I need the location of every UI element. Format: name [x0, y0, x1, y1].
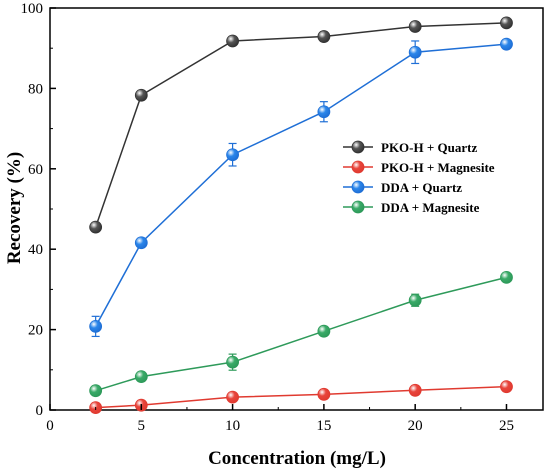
data-point [317, 105, 331, 119]
data-point [89, 384, 103, 398]
x-axis-title: Concentration (mg/L) [208, 448, 386, 469]
plot-area [49, 7, 544, 414]
data-point [500, 380, 513, 394]
data-point [134, 88, 148, 102]
legend-label: DDA + Quartz [381, 180, 462, 195]
y-tick-label: 60 [28, 162, 43, 178]
data-point [317, 387, 331, 401]
data-point [408, 383, 422, 397]
legend-marker [351, 200, 365, 214]
series-pko-h-quartz [89, 16, 513, 234]
data-point [408, 45, 422, 59]
data-point [500, 270, 513, 284]
series-dda-quartz [89, 37, 513, 338]
data-point [317, 324, 331, 338]
x-tick-label: 5 [138, 418, 146, 434]
x-tick-label: 20 [408, 418, 423, 434]
y-tick-label: 100 [21, 1, 44, 17]
data-point [89, 220, 103, 234]
y-axis-title: Recovery (%) [4, 152, 25, 264]
data-point [408, 293, 422, 307]
series-line [94, 43, 507, 327]
data-point [500, 37, 513, 51]
series-pko-h-magnesite [89, 380, 513, 414]
data-point [89, 319, 103, 333]
data-point [500, 16, 513, 30]
data-point [134, 236, 148, 250]
data-point [134, 370, 148, 384]
data-point [226, 148, 239, 162]
x-tick-label: 15 [316, 418, 331, 434]
series-dda-magnesite [89, 270, 513, 398]
x-tick-label: 10 [225, 418, 240, 434]
legend-label: DDA + Magnesite [381, 200, 480, 215]
series-line [95, 385, 507, 409]
data-point [226, 34, 239, 48]
data-point [226, 355, 239, 369]
data-point [317, 30, 331, 43]
series-line [95, 276, 507, 392]
data-point [408, 20, 422, 33]
legend: PKO-H + Quartz PKO-H + Magnesite DDA + Qua… [343, 140, 495, 215]
legend-label: PKO-H + Magnesite [381, 160, 495, 175]
data-point [226, 390, 239, 404]
y-tick-label: 0 [36, 403, 44, 419]
legend-marker [351, 140, 365, 154]
x-tick-label: 0 [46, 418, 54, 434]
x-tick-label: 25 [499, 418, 514, 434]
legend-marker [351, 160, 365, 174]
y-tick-label: 40 [28, 242, 43, 258]
axis-ticks: 0 5 10 15 20 25 0 20 40 60 80 100 [21, 1, 514, 434]
legend-marker [351, 180, 365, 194]
y-tick-label: 80 [28, 81, 43, 97]
legend-label: PKO-H + Quartz [381, 140, 477, 155]
y-tick-label: 20 [28, 323, 43, 339]
series-line [94, 22, 507, 228]
